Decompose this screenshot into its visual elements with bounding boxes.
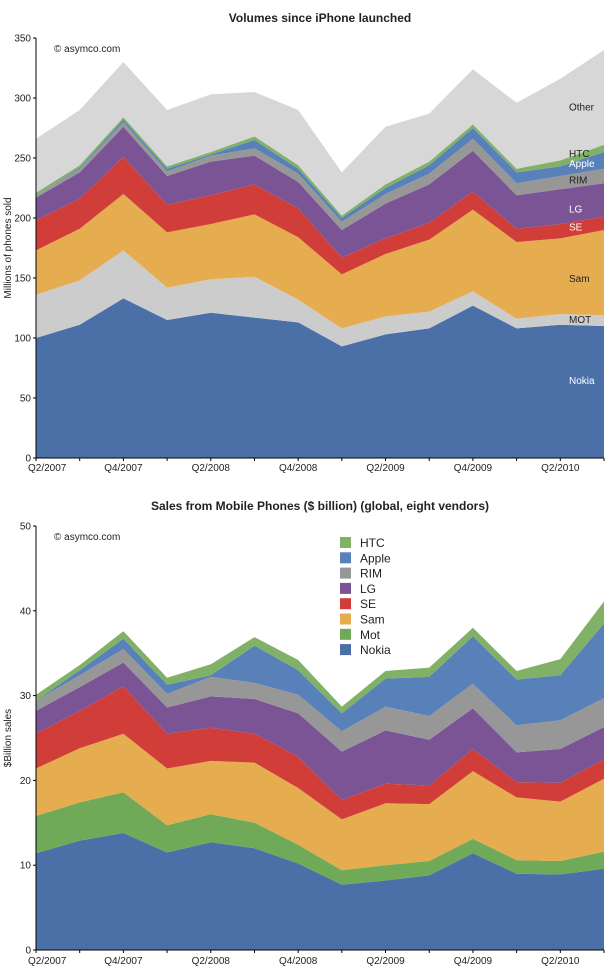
legend-entry-rim: RIM: [360, 567, 382, 581]
area-htc: [36, 601, 604, 714]
y-tick-label: 10: [20, 861, 32, 872]
series-label-se: SE: [569, 222, 583, 233]
copyright-note: © asymco.com: [54, 44, 120, 55]
stacked-areas: [36, 50, 604, 458]
legend-swatch-se: [340, 598, 351, 610]
chart-1: Volumes since iPhone launched Millions of…: [3, 11, 605, 474]
series-label-mot: MOT: [569, 315, 591, 326]
legend-swatch-htc: [340, 537, 351, 548]
series-label-htc: HTC: [569, 149, 590, 160]
area-nokia: [36, 298, 604, 458]
legend-swatch-sam: [340, 613, 351, 625]
x-tick-label: Q4/2009: [454, 956, 493, 967]
x-tick-label: Q2/2010: [541, 956, 580, 967]
y-tick-label: 300: [14, 94, 31, 105]
legend-swatch-nokia: [340, 644, 351, 656]
chart-2: Sales from Mobile Phones ($ billion) (gl…: [3, 499, 605, 967]
y-tick-label: 150: [14, 274, 31, 285]
legend-entry-mot: Mot: [360, 628, 381, 642]
series-label-rim: RIM: [569, 176, 587, 187]
series-label-sam: Sam: [569, 274, 590, 285]
y-tick-label: 20: [20, 776, 32, 787]
area-se: [36, 686, 604, 820]
area-mot: [36, 250, 604, 347]
y-tick-label: 200: [14, 214, 31, 225]
area-se: [36, 156, 604, 275]
copyright-note: © asymco.com: [54, 532, 120, 543]
x-tick-label: Q2/2008: [192, 463, 231, 474]
legend-entry-htc: HTC: [360, 536, 385, 550]
y-axis-label: Millions of phones sold: [3, 197, 14, 298]
area-apple: [36, 119, 604, 222]
chart-title: Sales from Mobile Phones ($ billion) (gl…: [151, 499, 489, 513]
area-sam: [36, 194, 604, 329]
area-other: [36, 50, 604, 216]
x-tick-label: Q2/2008: [192, 956, 231, 967]
y-tick-label: 50: [20, 522, 32, 533]
y-axis-label: $Billion sales: [3, 709, 14, 767]
legend-swatch-lg: [340, 582, 351, 594]
series-label-other: Other: [569, 102, 595, 113]
series-label-nokia: Nokia: [569, 376, 595, 387]
x-tick-label: Q2/2007: [28, 956, 67, 967]
area-rim: [36, 649, 604, 753]
x-tick-label: Q4/2007: [104, 956, 143, 967]
y-tick-label: 0: [25, 946, 31, 957]
legend-entry-sam: Sam: [360, 613, 385, 627]
area-lg: [36, 662, 604, 800]
y-tick-label: 40: [20, 606, 32, 617]
area-apple: [36, 623, 604, 732]
legend-swatch-rim: [340, 567, 351, 579]
x-tick-label: Q2/2009: [366, 463, 405, 474]
legend-swatch-apple: [340, 552, 351, 564]
y-tick-label: 30: [20, 691, 32, 702]
legend-swatch-mot: [340, 628, 351, 640]
x-tick-label: Q4/2007: [104, 463, 143, 474]
area-lg: [36, 126, 604, 258]
area-rim: [36, 122, 604, 230]
x-tick-label: Q4/2008: [279, 956, 318, 967]
legend-entry-se: SE: [360, 597, 376, 611]
x-tick-label: Q2/2007: [28, 463, 67, 474]
chart-title: Volumes since iPhone launched: [229, 11, 412, 25]
series-label-lg: LG: [569, 204, 583, 215]
y-tick-label: 0: [25, 454, 31, 465]
series-label-apple: Apple: [569, 159, 595, 170]
x-tick-label: Q4/2008: [279, 463, 318, 474]
y-tick-label: 250: [14, 154, 31, 165]
x-tick-label: Q2/2010: [541, 463, 580, 474]
area-nokia: [36, 833, 604, 950]
y-tick-label: 350: [14, 34, 31, 45]
legend-entry-apple: Apple: [360, 551, 391, 565]
legend-entry-lg: LG: [360, 582, 376, 596]
area-mot: [36, 792, 604, 885]
stacked-areas: [36, 601, 604, 950]
area-sam: [36, 733, 604, 871]
x-tick-label: Q2/2009: [366, 956, 405, 967]
y-tick-label: 50: [20, 394, 32, 405]
y-tick-label: 100: [14, 334, 31, 345]
x-tick-label: Q4/2009: [454, 463, 493, 474]
legend-entry-nokia: Nokia: [360, 643, 391, 657]
